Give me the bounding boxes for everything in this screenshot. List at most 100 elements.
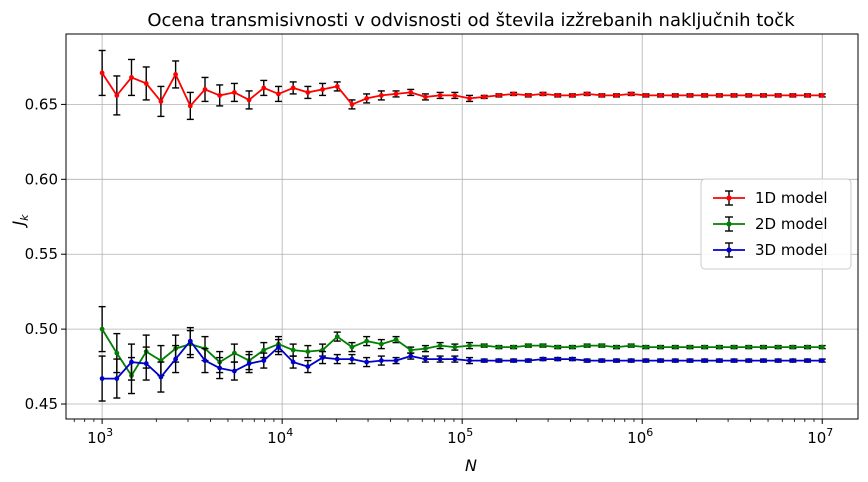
data-point [114, 93, 120, 98]
data-point [99, 376, 105, 381]
data-point [364, 338, 370, 344]
legend-entry: 3D model [713, 241, 828, 259]
data-point [643, 344, 649, 350]
y-tick-label: 0.65 [25, 95, 58, 113]
data-point [452, 344, 458, 350]
data-point [746, 93, 752, 98]
data-point [716, 358, 722, 363]
data-point [790, 93, 796, 98]
data-point [393, 91, 399, 97]
data-point [467, 96, 472, 101]
data-point [775, 344, 781, 350]
series-line [101, 328, 823, 378]
data-point [290, 85, 296, 91]
data-point [143, 361, 149, 366]
data-point [305, 349, 311, 354]
legend-label: 2D model [755, 215, 828, 233]
series-line [101, 72, 823, 108]
legend: 1D model 2D model 3D model [700, 178, 852, 270]
data-point [437, 356, 443, 362]
data-point [349, 344, 355, 350]
data-point [173, 72, 179, 77]
data-point [202, 87, 208, 92]
data-point [702, 358, 708, 363]
grid [66, 34, 858, 419]
data-point [231, 350, 237, 356]
data-point [158, 99, 164, 104]
legend-marker [726, 221, 732, 227]
data-point [731, 344, 737, 350]
data-point [658, 93, 663, 98]
data-point [320, 87, 325, 92]
legend-label: 1D model [755, 189, 828, 207]
data-point [129, 359, 134, 365]
data-point [570, 344, 575, 350]
data-point [643, 93, 649, 98]
data-point [276, 91, 281, 97]
data-point [511, 91, 517, 97]
data-point [320, 355, 325, 360]
data-point [790, 358, 796, 363]
data-point [805, 93, 810, 98]
data-point [731, 358, 737, 363]
data-point [746, 358, 752, 363]
x-tick-label: 104 [267, 426, 293, 447]
data-point [761, 358, 766, 363]
data-point [393, 358, 399, 363]
data-point [643, 358, 649, 363]
legend-label: 3D model [755, 241, 828, 259]
data-point [276, 344, 281, 350]
data-point [672, 358, 678, 363]
data-point [334, 356, 340, 362]
data-point [423, 356, 428, 362]
data-point [99, 70, 105, 76]
data-point [540, 356, 546, 362]
y-axis-label-main: J [9, 221, 28, 229]
data-point [716, 93, 722, 98]
data-point [437, 343, 443, 348]
data-point [408, 353, 414, 359]
data-point [231, 368, 237, 374]
data-point [305, 90, 311, 95]
data-point [775, 358, 781, 363]
data-point [599, 343, 605, 348]
data-point [540, 343, 546, 348]
data-point [761, 344, 766, 350]
data-point [584, 343, 590, 348]
data-point [261, 347, 267, 353]
data-point [217, 365, 223, 371]
data-point [129, 75, 134, 80]
data-point [114, 350, 120, 356]
data-point [761, 93, 766, 98]
data-point [423, 94, 428, 100]
data-point [261, 358, 267, 363]
data-point [525, 343, 531, 348]
data-point [805, 344, 810, 350]
data-point [658, 344, 663, 350]
data-point [584, 358, 590, 363]
data-point [614, 344, 619, 350]
y-tick-label: 0.45 [25, 395, 58, 413]
data-point [702, 93, 708, 98]
data-point [364, 359, 370, 365]
data-point [687, 93, 693, 98]
chart-title: Ocena transmisivnosti v odvisnosti od št… [147, 10, 795, 31]
data-point [511, 344, 517, 350]
data-point [349, 356, 355, 362]
data-point [378, 341, 384, 347]
data-point [819, 344, 825, 350]
data-point [423, 346, 428, 351]
data-point [481, 94, 487, 100]
x-tick-label: 107 [807, 426, 833, 447]
data-point [628, 343, 634, 348]
data-point [687, 344, 693, 350]
legend-marker [726, 247, 732, 253]
series-layer [98, 49, 826, 402]
data-point [158, 374, 164, 380]
data-point [614, 93, 619, 98]
data-point [658, 358, 663, 363]
data-point [305, 364, 311, 369]
data-point [599, 358, 605, 363]
series-1 [98, 49, 826, 121]
data-point [187, 338, 193, 344]
